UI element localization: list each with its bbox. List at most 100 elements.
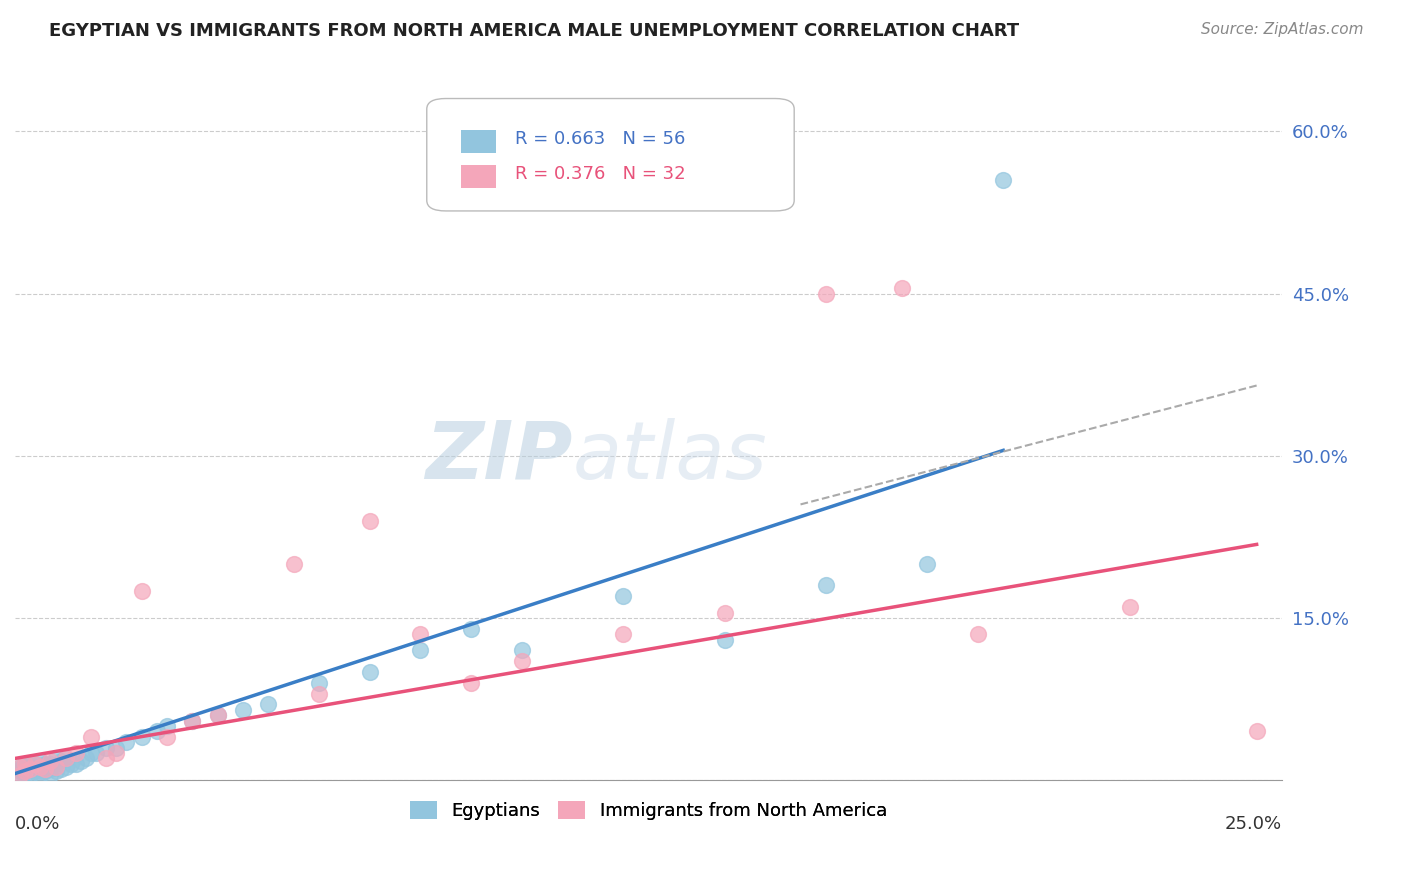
- Point: [8, 760, 31, 774]
- Point: [14, 764, 37, 779]
- Point: [45, 764, 67, 779]
- Point: [14, 756, 37, 771]
- Point: [30, 754, 52, 768]
- Point: [146, 724, 169, 739]
- Point: [49, 754, 72, 768]
- Point: [39, 756, 62, 771]
- FancyBboxPatch shape: [461, 130, 496, 153]
- Point: [80, 730, 103, 744]
- Point: [1119, 600, 1142, 615]
- Point: [96, 740, 118, 755]
- Point: [18, 762, 41, 776]
- Point: [65, 746, 87, 760]
- Point: [713, 632, 735, 647]
- Text: 25.0%: 25.0%: [1225, 815, 1282, 833]
- Point: [359, 665, 381, 679]
- Point: [14, 764, 37, 779]
- Point: [8, 767, 31, 781]
- Point: [75, 751, 97, 765]
- Point: [59, 756, 82, 771]
- Point: [14, 756, 37, 771]
- Point: [34, 756, 56, 771]
- Point: [207, 708, 229, 723]
- Point: [131, 583, 153, 598]
- Point: [39, 762, 62, 776]
- Point: [49, 762, 72, 776]
- Point: [45, 760, 67, 774]
- Point: [24, 756, 46, 771]
- Point: [105, 740, 128, 755]
- Point: [814, 286, 837, 301]
- Point: [55, 751, 77, 765]
- Point: [308, 687, 330, 701]
- Text: 0.0%: 0.0%: [15, 815, 60, 833]
- Point: [30, 767, 52, 781]
- Point: [1246, 724, 1268, 739]
- Point: [612, 589, 634, 603]
- Point: [409, 643, 432, 657]
- Point: [915, 557, 938, 571]
- Point: [8, 767, 31, 781]
- Legend: Egyptians, Immigrants from North America: Egyptians, Immigrants from North America: [402, 794, 894, 827]
- Point: [713, 606, 735, 620]
- Point: [359, 514, 381, 528]
- Text: R = 0.663   N = 56: R = 0.663 N = 56: [516, 129, 686, 147]
- Point: [967, 627, 990, 641]
- Point: [207, 708, 229, 723]
- Point: [34, 764, 56, 779]
- Point: [34, 762, 56, 776]
- Point: [115, 735, 138, 749]
- Point: [308, 675, 330, 690]
- Point: [8, 764, 31, 779]
- Text: EGYPTIAN VS IMMIGRANTS FROM NORTH AMERICA MALE UNEMPLOYMENT CORRELATION CHART: EGYPTIAN VS IMMIGRANTS FROM NORTH AMERIC…: [49, 22, 1019, 40]
- Point: [24, 764, 46, 779]
- Text: Source: ZipAtlas.com: Source: ZipAtlas.com: [1201, 22, 1364, 37]
- Point: [612, 627, 634, 641]
- Point: [39, 767, 62, 781]
- Point: [30, 760, 52, 774]
- Point: [510, 654, 533, 668]
- Point: [30, 764, 52, 779]
- Point: [156, 730, 179, 744]
- Point: [181, 714, 204, 728]
- Point: [70, 754, 93, 768]
- Point: [890, 281, 912, 295]
- Point: [460, 622, 482, 636]
- Point: [283, 557, 305, 571]
- Point: [30, 760, 52, 774]
- Point: [80, 746, 103, 760]
- Point: [65, 756, 87, 771]
- Point: [460, 675, 482, 690]
- Point: [84, 746, 107, 760]
- Point: [39, 754, 62, 768]
- Point: [181, 714, 204, 728]
- Point: [18, 767, 41, 781]
- Point: [55, 751, 77, 765]
- Point: [814, 578, 837, 592]
- Point: [96, 751, 118, 765]
- Point: [8, 762, 31, 776]
- Point: [55, 760, 77, 774]
- Point: [510, 643, 533, 657]
- Point: [993, 173, 1015, 187]
- Text: atlas: atlas: [572, 417, 768, 496]
- Point: [8, 760, 31, 774]
- Text: ZIP: ZIP: [425, 417, 572, 496]
- Point: [24, 756, 46, 771]
- Point: [409, 627, 432, 641]
- Point: [232, 703, 254, 717]
- Point: [257, 698, 280, 712]
- Point: [45, 751, 67, 765]
- FancyBboxPatch shape: [427, 98, 794, 211]
- Text: R = 0.376   N = 32: R = 0.376 N = 32: [516, 165, 686, 183]
- Point: [18, 756, 41, 771]
- Point: [18, 762, 41, 776]
- Point: [24, 760, 46, 774]
- FancyBboxPatch shape: [461, 165, 496, 187]
- Point: [14, 767, 37, 781]
- Point: [18, 760, 41, 774]
- Point: [14, 760, 37, 774]
- Point: [131, 730, 153, 744]
- Point: [105, 746, 128, 760]
- Point: [156, 719, 179, 733]
